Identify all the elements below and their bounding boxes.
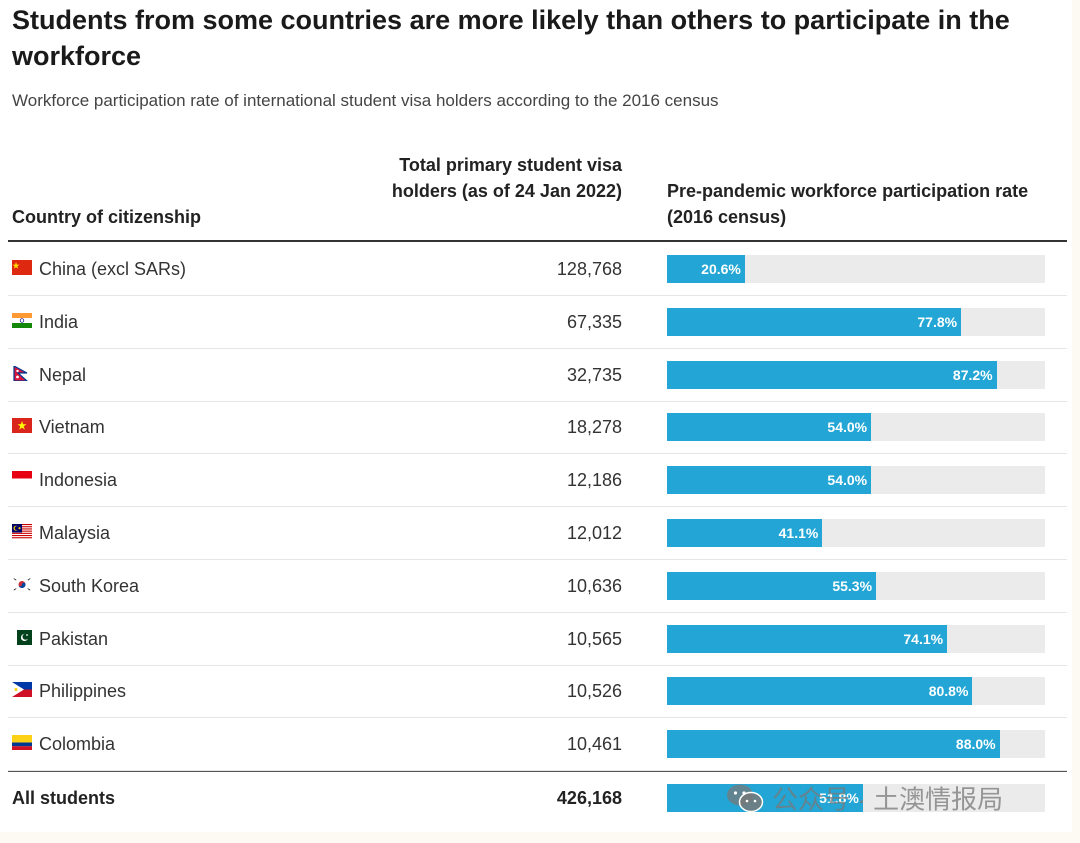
- bar: 87.2%: [667, 360, 997, 389]
- table-row: Malaysia 12,012 41.1%: [8, 507, 1067, 560]
- country-name: Philippines: [39, 681, 127, 702]
- total-divider: [8, 771, 1067, 772]
- bar: 80.8%: [667, 677, 973, 706]
- visa-holders-count: 10,526: [566, 681, 622, 702]
- visa-holders-count: 10,636: [566, 575, 622, 596]
- bar: 74.1%: [667, 624, 948, 653]
- bar-track: 41.1%: [667, 519, 1045, 547]
- country-name: Vietnam: [39, 417, 105, 438]
- table-row: Indonesia 12,186 54.0%: [8, 454, 1067, 508]
- bar: 20.6%: [667, 255, 745, 283]
- table-row: Vietnam 18,278 54.0%: [8, 401, 1067, 455]
- bar: 54.0%: [667, 466, 872, 495]
- indonesia-flag-icon: [12, 471, 32, 487]
- visa-holders-count: 128,768: [556, 259, 622, 279]
- bar-value-label: 54.0%: [827, 472, 868, 489]
- bar-value-label: 55.3%: [832, 577, 873, 594]
- bar-track: 77.8%: [667, 307, 1045, 336]
- colombia-flag-icon: [12, 735, 32, 751]
- table-row: Pakistan 10,565 74.1%: [8, 613, 1067, 666]
- bar: 88.0%: [667, 730, 1000, 759]
- country-name: China (excl SARs): [39, 259, 187, 279]
- bar-track: 20.6%: [667, 255, 1045, 283]
- india-flag-icon: [12, 312, 32, 328]
- bar-value-label: 41.1%: [778, 525, 819, 541]
- country-name: Nepal: [39, 364, 87, 385]
- bar: 54.0%: [667, 413, 872, 442]
- bar-track: 54.0%: [667, 413, 1045, 442]
- visa-holders-count: 18,278: [566, 417, 622, 438]
- table-row: India 67,335 77.8%: [8, 296, 1067, 349]
- watermark-text: 公众号 · 土澳情报局: [772, 784, 1004, 815]
- chart-card: Students from some countries are more li…: [0, 0, 1072, 832]
- bar-value-label: 74.1%: [903, 630, 944, 647]
- bar-track: 88.0%: [667, 730, 1045, 759]
- visa-holders-count: 12,012: [566, 523, 622, 543]
- table-row: Colombia 10,461 88.0%: [8, 718, 1067, 772]
- philippines-flag-icon: [12, 682, 32, 698]
- table-row: Nepal 32,735 87.2%: [8, 349, 1067, 402]
- bar-value-label: 20.6%: [701, 261, 741, 277]
- header-divider: [8, 240, 1067, 242]
- column-header-country: Country of citizenship: [12, 207, 201, 227]
- chart-title: Students from some countries are more li…: [12, 5, 1010, 71]
- vietnam-flag-icon: [12, 418, 32, 434]
- bar-track: 54.0%: [667, 466, 1045, 495]
- bar: 41.1%: [667, 519, 823, 547]
- bar-track: 80.8%: [667, 677, 1045, 706]
- pakistan-flag-icon: [12, 629, 32, 645]
- visa-holders-count: 426,168: [556, 788, 622, 808]
- bar: 55.3%: [667, 571, 877, 600]
- country-name: All students: [12, 788, 116, 808]
- visa-holders-count: 10,461: [566, 734, 622, 755]
- malaysia-flag-icon: [12, 524, 32, 539]
- bar-value-label: 80.8%: [928, 683, 969, 700]
- bar-value-label: 77.8%: [917, 313, 958, 330]
- country-name: South Korea: [39, 575, 140, 596]
- country-name: India: [39, 311, 79, 332]
- china-flag-icon: [12, 260, 32, 275]
- chart-subtitle: Workforce participation rate of internat…: [12, 91, 719, 110]
- bar-track: 87.2%: [667, 360, 1045, 389]
- visa-holders-count: 12,186: [566, 470, 622, 491]
- south-korea-flag-icon: [12, 576, 32, 592]
- wechat-icon: [726, 783, 764, 820]
- column-header-total: Total primary student visa holders (as o…: [391, 155, 622, 201]
- bar: 77.8%: [667, 307, 962, 336]
- table-row: Philippines 10,526 80.8%: [8, 665, 1067, 719]
- bar: 51.8%: [667, 784, 863, 812]
- bar-track: 55.3%: [667, 571, 1045, 600]
- table-row: South Korea 10,636 55.3%: [8, 560, 1067, 613]
- bar-value-label: 88.0%: [955, 736, 996, 753]
- country-name: Colombia: [39, 734, 116, 755]
- bar-value-label: 51.8%: [819, 790, 859, 806]
- watermark: 公众号 · 土澳情报局: [726, 783, 1003, 820]
- nepal-flag-icon: [12, 364, 32, 382]
- table-row: China (excl SARs) 128,768 20.6%: [8, 243, 1067, 296]
- country-name: Indonesia: [39, 470, 118, 491]
- bar-track: 74.1%: [667, 624, 1045, 653]
- visa-holders-count: 32,735: [566, 364, 622, 385]
- visa-holders-count: 67,335: [566, 311, 622, 332]
- country-name: Pakistan: [39, 628, 109, 649]
- visa-holders-count: 10,565: [566, 628, 622, 649]
- country-name: Malaysia: [39, 523, 111, 543]
- bar-value-label: 87.2%: [952, 366, 993, 383]
- bar-value-label: 54.0%: [827, 419, 868, 436]
- column-header-rate: Pre-pandemic workforce participation rat…: [667, 181, 1029, 227]
